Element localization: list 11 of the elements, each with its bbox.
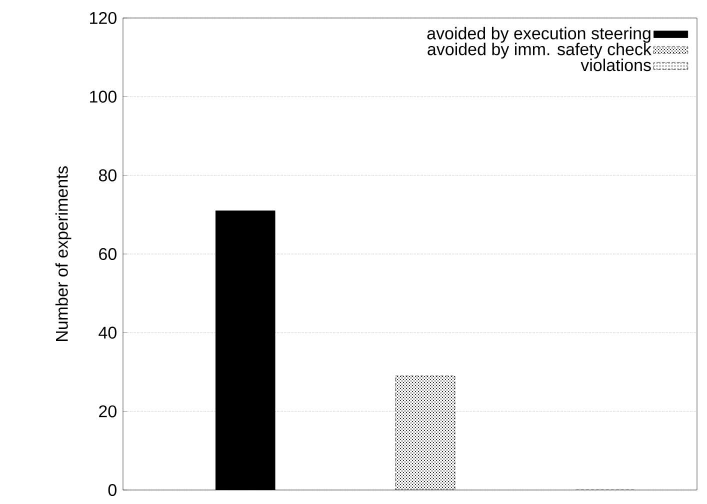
y-tick-label: 100 (90, 90, 116, 103)
legend-label: avoided by execution steering (427, 26, 650, 43)
legend-label: violations (580, 58, 651, 72)
y-tick-label: 80 (98, 169, 116, 182)
y-axis-title: Number of experiments (55, 166, 72, 341)
y-tick-label: 40 (98, 326, 116, 339)
y-tick-label: 20 (99, 405, 116, 418)
y-tick-label: 0 (108, 484, 116, 496)
y-tick-label: 60 (99, 248, 116, 260)
legend-label: avoided by imm. safety check (428, 42, 652, 59)
y-tick-label: 120 (90, 12, 116, 24)
